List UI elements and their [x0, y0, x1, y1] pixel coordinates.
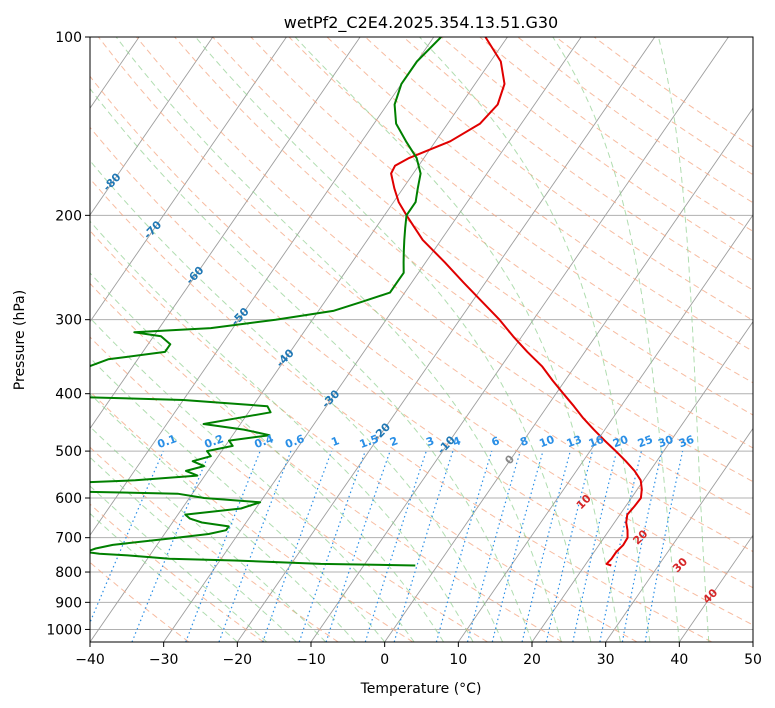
mixing-ratio-line [364, 450, 427, 642]
moist-adiabat-line [90, 317, 415, 642]
mixing-ratio-label: 4 [451, 434, 463, 449]
moist-adiabat-line [90, 159, 503, 642]
mixing-ratio-line [185, 450, 261, 642]
moist-adiabat-line [195, 37, 592, 642]
moist-adiabat-line [90, 426, 327, 642]
moist-adiabat-line [90, 357, 386, 642]
x-tick-label: 0 [380, 652, 389, 668]
temperature-profile-line [390, 37, 643, 567]
mixing-ratio-label: 6 [490, 434, 502, 449]
dry-adiabat-line [98, 37, 753, 553]
y-tick-label: 1000 [46, 622, 82, 638]
mixing-ratio-line [644, 450, 684, 642]
mixing-ratio-label: 0.1 [156, 432, 179, 451]
dry-adiabat-line [212, 37, 753, 449]
mixing-ratio-line [393, 450, 454, 642]
moist-adiabat-line [90, 87, 533, 642]
moist-adiabat-line [294, 37, 621, 642]
y-tick-label: 600 [55, 491, 82, 507]
dry-adiabat-line [364, 37, 753, 321]
y-tick-label: 700 [55, 531, 82, 547]
mixing-ratio-label: 1 [330, 434, 342, 449]
mixing-ratio-label: 0.2 [203, 432, 226, 451]
dry-adiabat-line [90, 446, 339, 642]
isotherm-line [236, 37, 656, 642]
moist-adiabat-line [658, 37, 710, 642]
mixing-ratio-line [218, 450, 292, 642]
isotherm-line [605, 427, 753, 642]
x-tick-label: 20 [523, 652, 541, 668]
x-tick-label: 10 [449, 652, 467, 668]
moist-adiabat-line [90, 485, 268, 642]
mixing-ratio-label: 20 [611, 433, 630, 451]
y-tick-label: 300 [55, 313, 82, 329]
x-tick-label: −40 [75, 652, 105, 668]
x-tick-label: −30 [149, 652, 179, 668]
isotherm-line [90, 37, 508, 642]
mixing-ratio-label: 8 [518, 434, 530, 449]
x-tick-label: −10 [296, 652, 326, 668]
isotherm-line [457, 214, 753, 642]
y-tick-label: 800 [55, 565, 82, 581]
mixing-ratio-label: 25 [636, 433, 655, 450]
isotherm-line [163, 37, 582, 642]
y-axis-title: Pressure (hPa) [12, 290, 28, 390]
moist-adiabat-line [552, 37, 680, 642]
dry-adiabat-line [326, 37, 753, 352]
isotherm-line [90, 37, 435, 537]
x-tick-label: 50 [744, 652, 762, 668]
mixing-ratio-line [599, 450, 642, 642]
mixing-ratio-label: 0.6 [283, 432, 306, 451]
mixing-ratio-line [435, 450, 493, 642]
dry-adiabat-line [174, 37, 753, 483]
chart-title: wetPf2_C2E4.2025.354.13.51.G30 [284, 13, 558, 33]
mixing-ratio-label: 13 [565, 433, 584, 450]
plot-frame [89, 36, 754, 643]
x-tick-label: 30 [597, 652, 615, 668]
mixing-ratio-label: 36 [677, 433, 696, 451]
mixing-ratio-label: 1.5 [358, 432, 381, 451]
x-tick-label: 40 [670, 652, 688, 668]
moist-adiabat-line [90, 456, 297, 642]
dry-adiabat-line [403, 37, 753, 291]
moist-adiabat-line [90, 220, 474, 642]
mixing-ratio-label: 3 [424, 434, 436, 449]
isotherm-line [531, 320, 753, 642]
isotherm-line [90, 37, 214, 216]
isotherm-line [90, 37, 287, 323]
isotherm-line [678, 534, 753, 642]
isotherm-line [384, 107, 753, 642]
x-axis-title: Temperature (°C) [360, 681, 482, 697]
dry-adiabat-line [90, 230, 638, 642]
mixing-ratio-line [621, 450, 663, 642]
mixing-ratio-label: 30 [656, 433, 675, 451]
dry-adiabat-line [90, 503, 264, 642]
y-tick-label: 200 [55, 208, 82, 224]
dry-adiabat-line [90, 126, 753, 626]
mixing-ratio-label: 0.4 [253, 432, 276, 451]
dry-adiabat-line [90, 178, 712, 642]
y-tick-label: 100 [55, 30, 82, 46]
moist-adiabat-line [419, 37, 651, 642]
dry-adiabat-line [90, 390, 414, 642]
isotherm-line [90, 37, 361, 430]
y-tick-label: 900 [55, 595, 82, 611]
moist-adiabat-line [90, 512, 238, 642]
moist-adiabat-line [90, 272, 445, 642]
mixing-ratio-label: 2 [388, 434, 400, 449]
dry-adiabat-line [90, 336, 488, 642]
mixing-ratio-label: 10 [537, 433, 556, 451]
mixing-ratio-label: 16 [587, 433, 606, 451]
dewpoint-profile-line [90, 37, 442, 567]
x-tick-label: −20 [223, 652, 253, 668]
y-tick-label: 500 [55, 444, 82, 460]
dry-adiabat-line [90, 282, 563, 642]
y-tick-label: 400 [55, 387, 82, 403]
dry-adiabat-line [136, 37, 753, 517]
moist-adiabat-line [115, 37, 562, 642]
